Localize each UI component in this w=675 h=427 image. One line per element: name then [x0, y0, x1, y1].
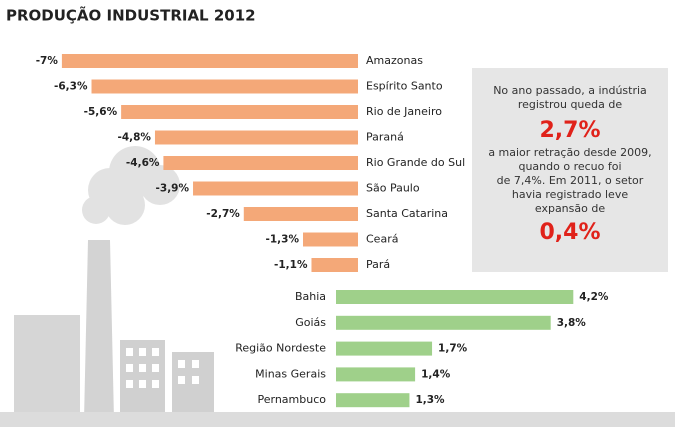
- category-label: Rio Grande do Sul: [366, 156, 465, 169]
- bar: [61, 54, 359, 68]
- bar: [336, 367, 416, 382]
- note-text: No ano passado, a indústria: [493, 84, 647, 97]
- note-box: [472, 68, 668, 272]
- bar: [91, 79, 358, 94]
- value-label: -6,3%: [54, 81, 88, 93]
- bar: [336, 315, 551, 330]
- bar: [163, 156, 358, 170]
- value-label: -3,9%: [156, 183, 190, 195]
- background-illustration: [0, 146, 675, 427]
- bar: [121, 105, 359, 119]
- bar: [311, 258, 358, 272]
- category-label: Bahia: [295, 290, 326, 303]
- note-text: expansão de: [535, 202, 605, 215]
- note-highlight: 2,7%: [539, 118, 600, 143]
- bar: [193, 181, 358, 196]
- note-text: a maior retração desde 2009,: [488, 146, 651, 159]
- value-label: -1,3%: [266, 234, 300, 246]
- note-text: de 7,4%. Em 2011, o setor: [497, 174, 644, 187]
- category-label: Espírito Santo: [366, 80, 443, 93]
- value-label: -4,6%: [126, 157, 160, 169]
- category-label: Região Nordeste: [235, 342, 326, 355]
- note-text: registrou queda de: [518, 98, 623, 111]
- chart-title: PRODUÇÃO INDUSTRIAL 2012: [6, 6, 256, 25]
- bar: [336, 341, 433, 356]
- value-label: 1,4%: [421, 368, 451, 380]
- value-label: 1,3%: [415, 394, 445, 406]
- category-label: Minas Gerais: [255, 367, 326, 380]
- category-label: São Paulo: [366, 182, 420, 195]
- value-label: -7%: [36, 55, 59, 67]
- note-text: quando o recuo foi: [518, 160, 621, 173]
- category-label: Ceará: [366, 233, 398, 246]
- category-label: Pará: [366, 258, 390, 271]
- value-label: -1,1%: [274, 259, 308, 271]
- value-label: -5,6%: [84, 106, 118, 118]
- note-highlight: 0,4%: [539, 220, 600, 245]
- note-text: havia registrado leve: [512, 188, 628, 201]
- bar: [336, 393, 410, 408]
- category-label: Pernambuco: [258, 393, 327, 406]
- bar: [303, 232, 358, 247]
- value-label: 1,7%: [438, 343, 468, 355]
- value-label: -4,8%: [117, 132, 151, 144]
- category-label: Paraná: [366, 131, 404, 144]
- bar: [336, 290, 574, 304]
- bar: [154, 130, 358, 145]
- category-label: Goiás: [295, 316, 326, 329]
- category-label: Rio de Janeiro: [366, 105, 442, 118]
- value-label: -2,7%: [206, 208, 240, 220]
- category-label: Amazonas: [366, 54, 423, 67]
- category-label: Santa Catarina: [366, 207, 448, 220]
- value-label: 4,2%: [579, 291, 609, 303]
- bar: [243, 207, 358, 221]
- value-label: 3,8%: [557, 317, 587, 329]
